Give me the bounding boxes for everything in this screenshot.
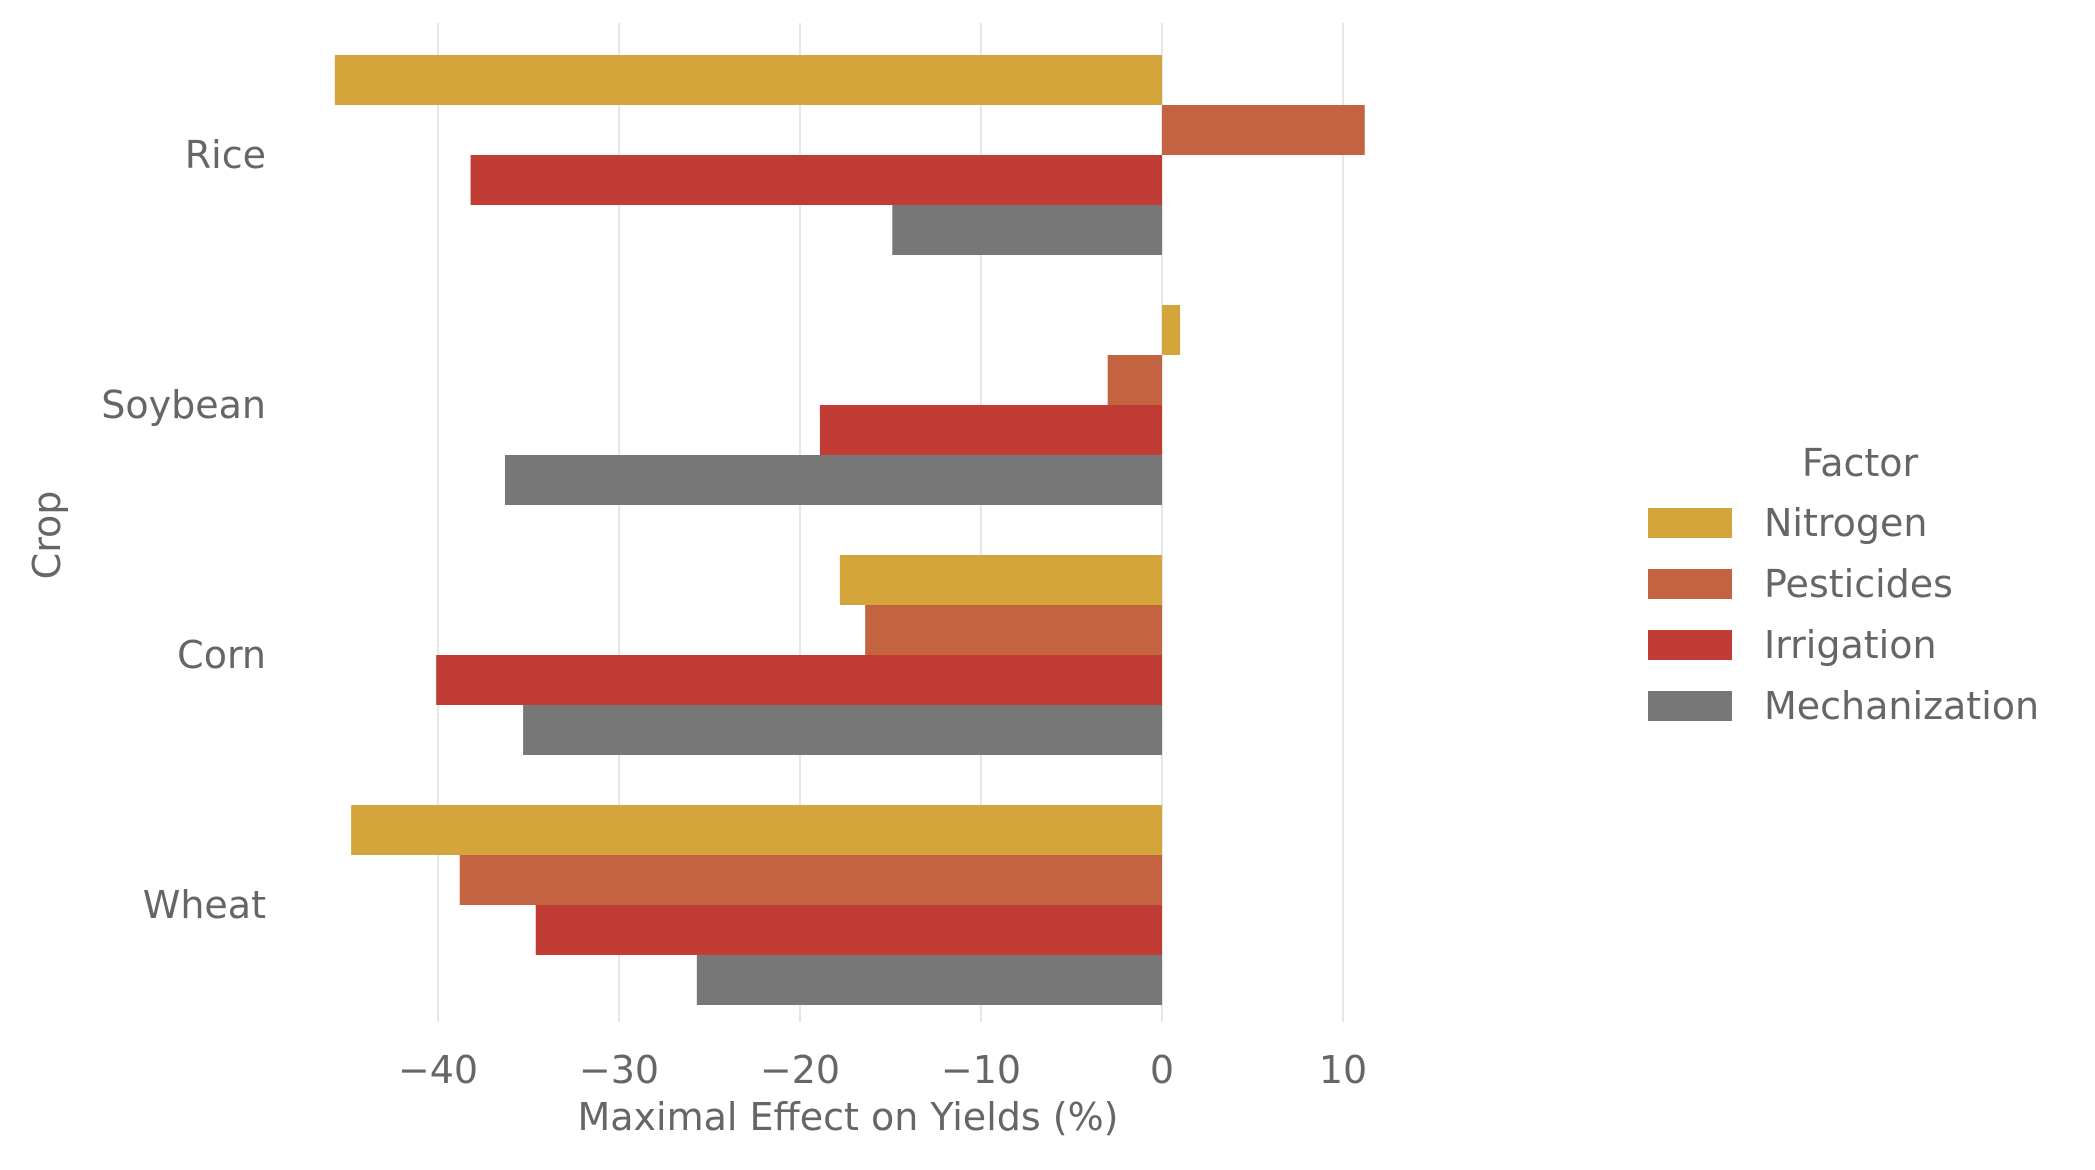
legend: Factor Nitrogen Pesticides Irrigation Mecha… <box>1648 441 2039 728</box>
x-axis-title: Maximal Effect on Yields (%) <box>577 1095 1118 1139</box>
bar-pesticides-wheat <box>459 855 1163 905</box>
x-axis-ticks: −40 −30 −20 −10 0 10 <box>398 1048 1367 1092</box>
bars <box>334 55 1365 1005</box>
legend-label-irrigation: Irrigation <box>1764 623 1937 667</box>
legend-swatch-pesticides <box>1648 569 1732 599</box>
bar-nitrogen-soybean <box>1162 305 1181 355</box>
y-axis-categories: Rice Soybean Corn Wheat <box>101 133 266 927</box>
bar-pesticides-corn <box>865 605 1162 655</box>
x-tick-label: −10 <box>941 1048 1021 1092</box>
bar-nitrogen-rice <box>334 55 1163 105</box>
y-category-label: Soybean <box>101 383 266 427</box>
bar-nitrogen-corn <box>839 555 1162 605</box>
legend-swatch-nitrogen <box>1648 508 1732 538</box>
legend-swatch-irrigation <box>1648 630 1732 660</box>
bar-irrigation-rice <box>470 155 1163 205</box>
bar-mechanization-soybean <box>504 455 1163 505</box>
y-category-label: Wheat <box>143 883 266 927</box>
x-tick-label: 10 <box>1319 1048 1367 1092</box>
legend-label-pesticides: Pesticides <box>1764 562 1953 606</box>
bar-mechanization-wheat <box>696 955 1162 1005</box>
y-category-label: Rice <box>185 133 266 177</box>
legend-swatch-mechanization <box>1648 691 1732 721</box>
legend-label-mechanization: Mechanization <box>1764 684 2039 728</box>
y-category-label: Corn <box>177 633 266 677</box>
bar-irrigation-soybean <box>819 405 1162 455</box>
x-tick-label: −20 <box>760 1048 840 1092</box>
legend-label-nitrogen: Nitrogen <box>1764 501 1928 545</box>
legend-title: Factor <box>1802 441 1919 485</box>
y-axis-title: Crop <box>25 491 69 580</box>
x-tick-label: −30 <box>579 1048 659 1092</box>
bar-mechanization-rice <box>892 205 1162 255</box>
bar-mechanization-corn <box>523 705 1162 755</box>
bar-irrigation-corn <box>436 655 1162 705</box>
bar-pesticides-rice <box>1162 105 1365 155</box>
bar-pesticides-soybean <box>1107 355 1162 405</box>
bar-irrigation-wheat <box>535 905 1162 955</box>
x-tick-label: 0 <box>1150 1048 1174 1092</box>
bar-nitrogen-wheat <box>351 805 1162 855</box>
x-tick-label: −40 <box>398 1048 478 1092</box>
